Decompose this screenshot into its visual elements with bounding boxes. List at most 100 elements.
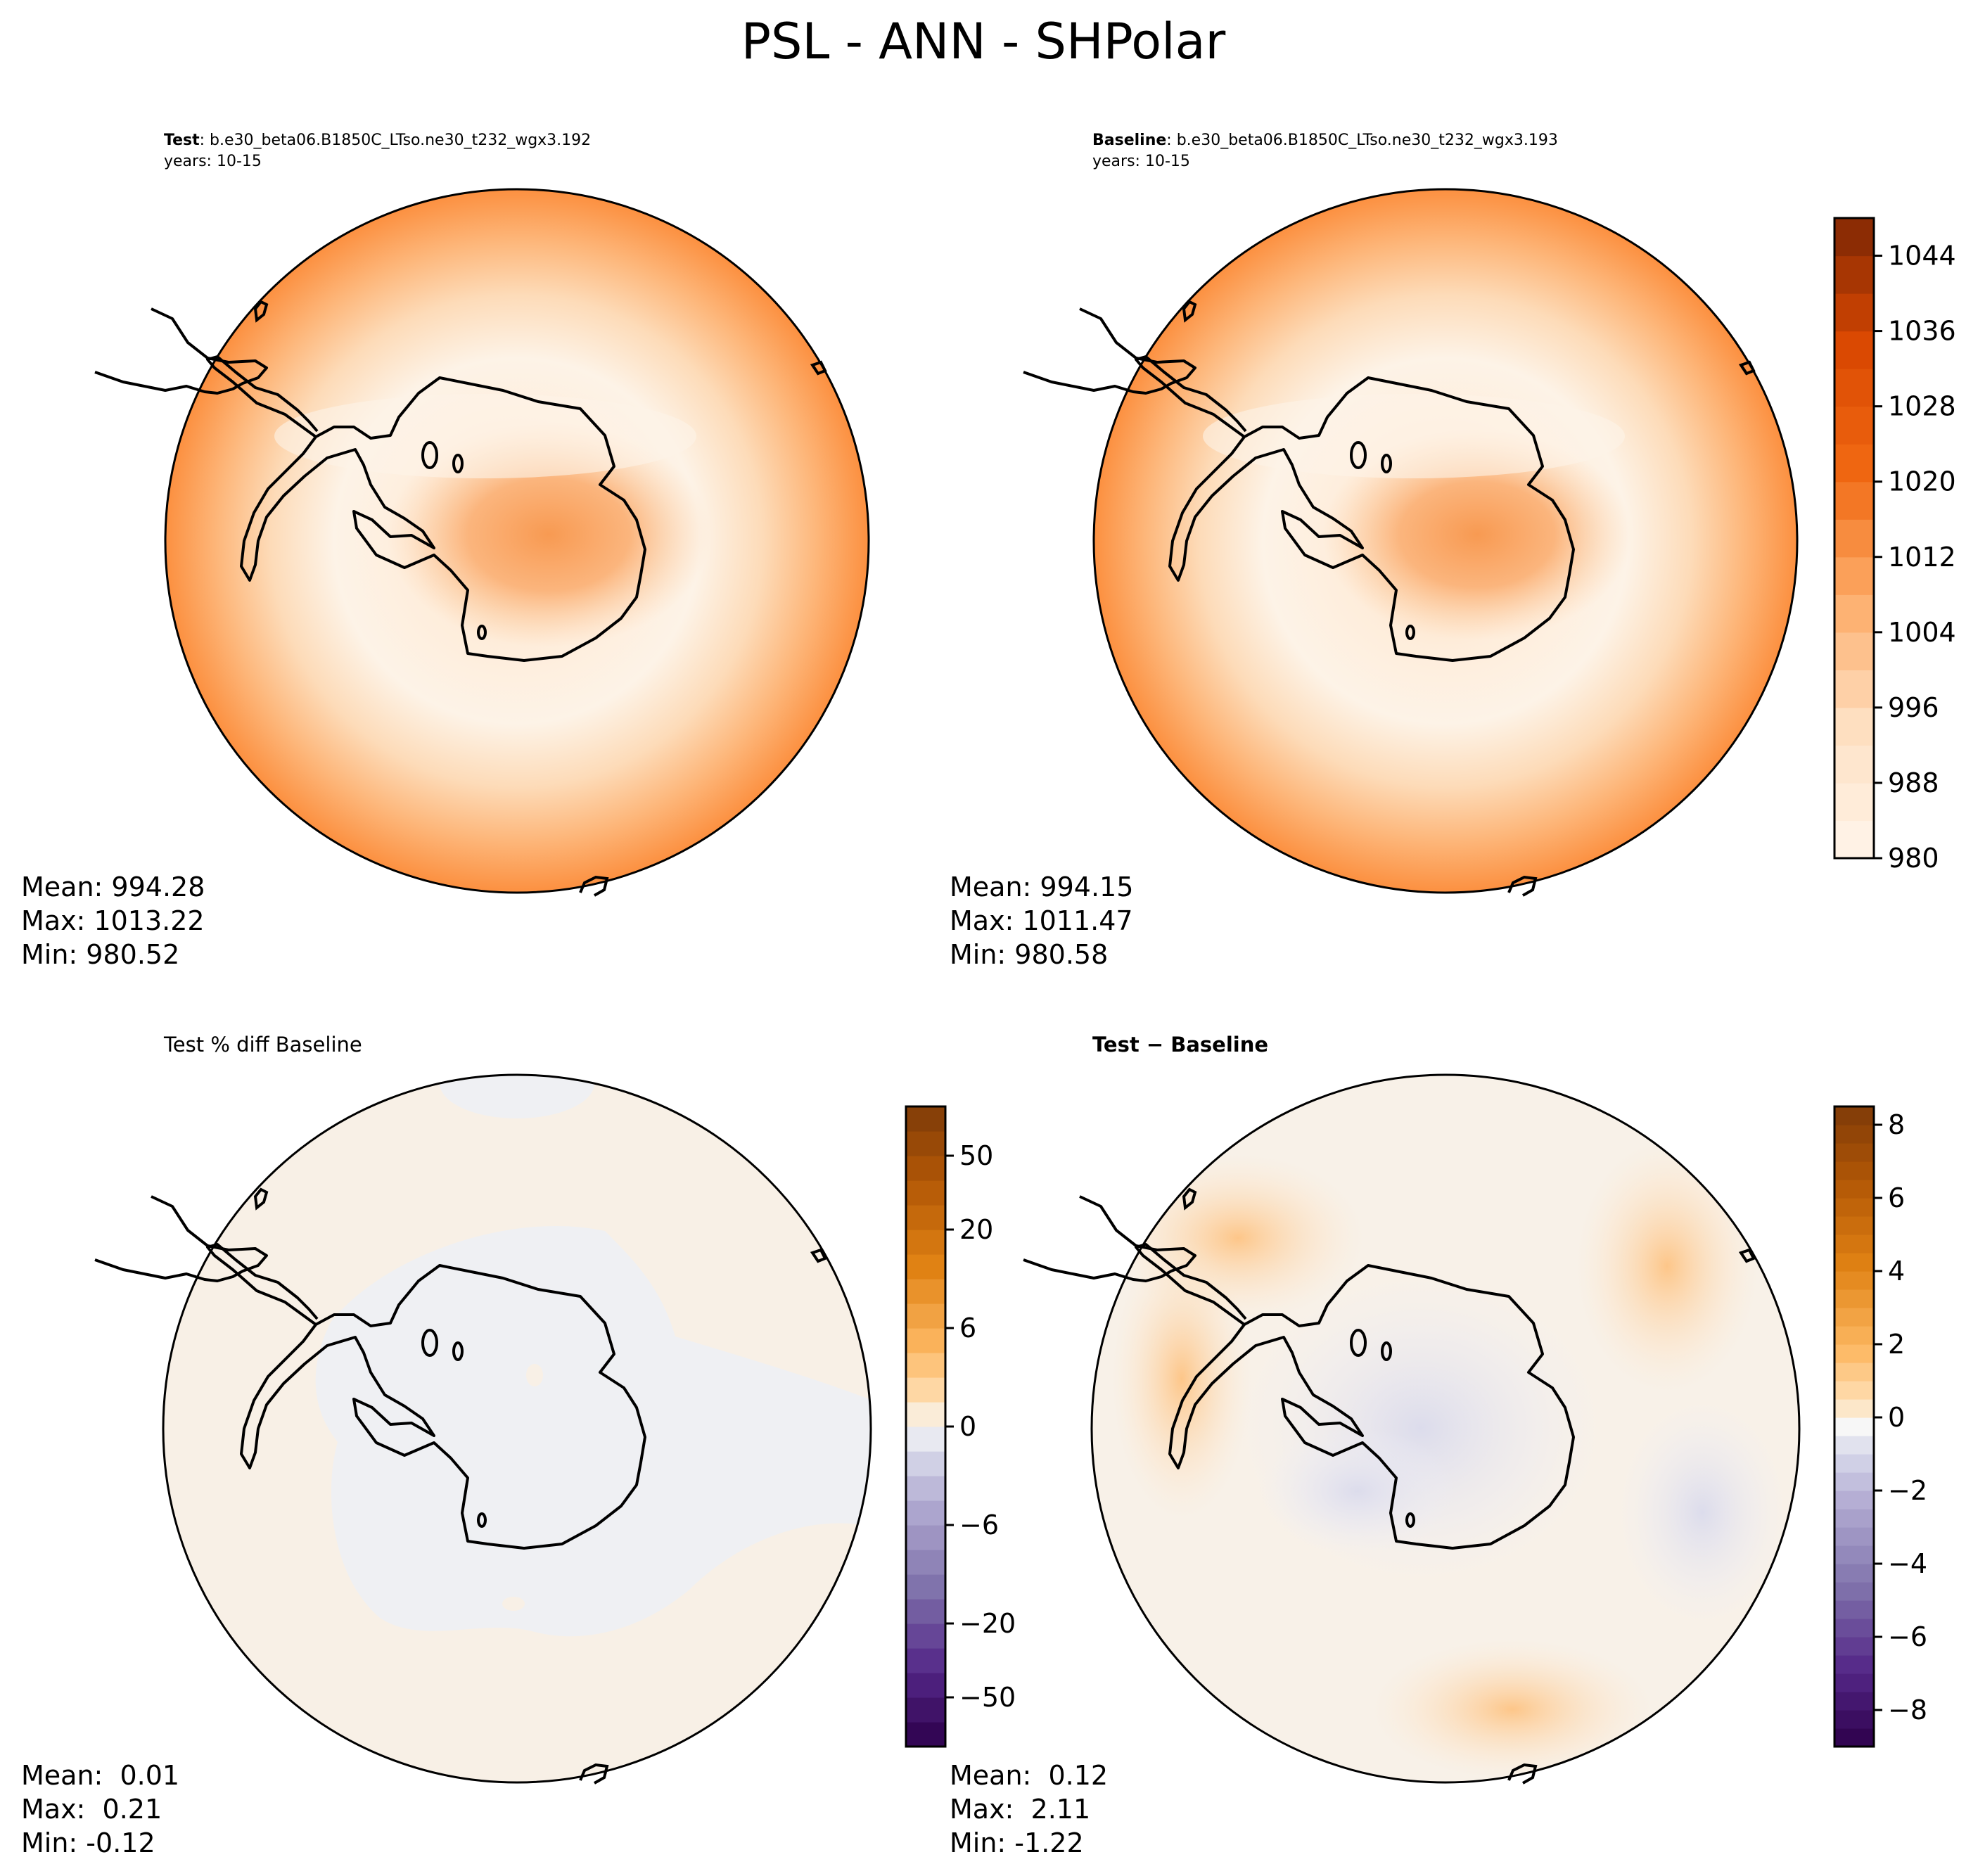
diff-colorbar-frame xyxy=(1833,1105,1875,1748)
baseline-stat-max: Max: 1011.47 xyxy=(950,905,1133,936)
diff-colorbar-band xyxy=(1834,1564,1874,1583)
diff-colorbar-band xyxy=(1834,1509,1874,1528)
pct-colorbar-tick-label: 50 xyxy=(959,1140,993,1171)
diff-colorbar-band xyxy=(1834,1491,1874,1510)
diff-title: Test − Baseline xyxy=(1092,1033,1268,1057)
psl-colorbar-band xyxy=(1834,519,1874,558)
pct-diff-stat-min: Min: -0.12 xyxy=(21,1827,155,1858)
diff-colorbar-band xyxy=(1834,1253,1874,1272)
pct-diff-map-boundary xyxy=(162,1073,872,1784)
test-label-case: : b.e30_beta06.B1850C_LTso.ne30_t232_wgx… xyxy=(200,132,592,149)
diff-positive-east xyxy=(1576,1140,1759,1393)
psl-colorbar-band xyxy=(1834,707,1874,746)
test-label: Test: b.e30_beta06.B1850C_LTso.ne30_t232… xyxy=(164,132,591,149)
pct-colorbar-band xyxy=(906,1402,945,1427)
diff-negative-southwest xyxy=(1259,1428,1456,1555)
panel-baseline: Baseline: b.e30_beta06.B1850C_LTso.ne30_… xyxy=(950,132,1956,970)
psl-colorbar-band xyxy=(1834,255,1874,294)
diff-negative-east xyxy=(1618,1400,1787,1625)
psl-colorbar-band xyxy=(1834,218,1874,257)
psl-colorbar-band xyxy=(1834,293,1874,332)
pct-colorbar-band xyxy=(906,1673,945,1698)
pct-diff-positive-spot-2 xyxy=(502,1597,525,1611)
diff-colorbar-tick-label: −2 xyxy=(1888,1475,1927,1506)
pct-colorbar-band xyxy=(906,1525,945,1550)
panel-pct-diff: Test % diff Baseline Mean: 0.01 Max: 0.2… xyxy=(21,1033,1016,1858)
diff-colorbar-tick-label: 0 xyxy=(1888,1402,1905,1433)
psl-colorbar-band xyxy=(1834,594,1874,633)
diff-colorbar-band xyxy=(1834,1216,1874,1235)
pct-diff-negative-region xyxy=(315,1225,871,1637)
psl-colorbar-tick-label: 1020 xyxy=(1888,466,1956,497)
figure-title: PSL - ANN - SHPolar xyxy=(741,13,1226,70)
pct-colorbar-band xyxy=(906,1599,945,1624)
test-stat-min: Min: 980.52 xyxy=(21,939,179,970)
diff-stat-mean: Mean: 0.12 xyxy=(950,1760,1108,1791)
panel-difference: Test − Baseline Mean: 0.12 Max: 2.11 Min… xyxy=(950,1033,1927,1858)
psl-colorbar-frame xyxy=(1833,217,1875,860)
test-low-band xyxy=(274,394,696,478)
psl-colorbar-tick-label: 996 xyxy=(1888,692,1939,723)
diff-colorbar-band xyxy=(1834,1106,1874,1125)
diff-colorbar-band xyxy=(1834,1308,1874,1327)
psl-colorbar-band xyxy=(1834,481,1874,520)
pct-colorbar-band xyxy=(906,1697,945,1723)
diff-colorbar-tick-label: 2 xyxy=(1888,1329,1905,1360)
diff-colorbar-band xyxy=(1834,1582,1874,1601)
pct-diff-title: Test % diff Baseline xyxy=(163,1033,362,1057)
diff-colorbar-band xyxy=(1834,1710,1874,1729)
psl-colorbar-tick-label: 1004 xyxy=(1888,617,1956,648)
pct-colorbar-band xyxy=(906,1550,945,1575)
test-map xyxy=(165,189,869,893)
test-stat-max: Max: 1013.22 xyxy=(21,905,205,936)
psl-colorbar-band xyxy=(1834,331,1874,369)
pct-diff-positive-spot xyxy=(526,1364,543,1386)
pct-colorbar-band xyxy=(906,1353,945,1378)
pct-colorbar-band xyxy=(906,1427,945,1452)
psl-colorbar-band xyxy=(1834,670,1874,708)
test-label-bold: Test xyxy=(164,132,200,149)
baseline-label-case: : b.e30_beta06.B1850C_LTso.ne30_t232_wgx… xyxy=(1166,132,1558,149)
diff-stat-max: Max: 2.11 xyxy=(950,1794,1090,1825)
pct-colorbar-band xyxy=(906,1648,945,1673)
diff-colorbar-band xyxy=(1834,1363,1874,1382)
diff-colorbar-band xyxy=(1834,1399,1874,1418)
diff-colorbar-band xyxy=(1834,1728,1874,1747)
diff-colorbar-band xyxy=(1834,1198,1874,1217)
pct-diff-stat-mean: Mean: 0.01 xyxy=(21,1760,179,1791)
diff-map-boundary xyxy=(1090,1073,1801,1784)
psl-colorbar: 980 988 996 1004 1012 1020 1028 1036 1044 xyxy=(1833,217,1956,874)
diff-colorbar-band xyxy=(1834,1619,1874,1638)
psl-colorbar-band xyxy=(1834,444,1874,483)
diff-colorbar-band xyxy=(1834,1271,1874,1290)
pct-colorbar-tick-label: −6 xyxy=(959,1510,999,1540)
diff-colorbar-band xyxy=(1834,1143,1874,1162)
diff-colorbar-tick-label: 6 xyxy=(1888,1182,1905,1213)
pct-colorbar-band xyxy=(906,1476,945,1501)
pct-colorbar-band xyxy=(906,1722,945,1747)
diff-colorbar-band xyxy=(1834,1161,1874,1180)
diff-colorbar-band xyxy=(1834,1655,1874,1674)
diff-colorbar-tick-label: 4 xyxy=(1888,1256,1905,1287)
diff-colorbar-band xyxy=(1834,1436,1874,1455)
baseline-label: Baseline: b.e30_beta06.B1850C_LTso.ne30_… xyxy=(1092,132,1558,149)
baseline-label-bold: Baseline xyxy=(1092,132,1166,149)
diff-colorbar-band xyxy=(1834,1381,1874,1400)
psl-colorbar-band xyxy=(1834,556,1874,595)
diff-colorbar-band xyxy=(1834,1125,1874,1144)
diff-colorbar-band xyxy=(1834,1289,1874,1308)
pct-colorbar-band xyxy=(906,1303,945,1329)
pct-colorbar-tick-label: 20 xyxy=(959,1214,993,1245)
psl-colorbar-band xyxy=(1834,369,1874,407)
diff-colorbar-band xyxy=(1834,1180,1874,1199)
psl-colorbar-tick-label: 1044 xyxy=(1888,241,1956,272)
diff-colorbar-band xyxy=(1834,1673,1874,1692)
test-stat-mean: Mean: 994.28 xyxy=(21,872,205,902)
psl-colorbar-tick-label: 980 xyxy=(1888,843,1939,874)
psl-colorbar-band xyxy=(1834,745,1874,784)
pct-colorbar-tick-label: −50 xyxy=(959,1682,1016,1713)
psl-colorbar-band xyxy=(1834,820,1874,859)
psl-colorbar-band xyxy=(1834,632,1874,670)
diff-colorbar-band xyxy=(1834,1527,1874,1546)
